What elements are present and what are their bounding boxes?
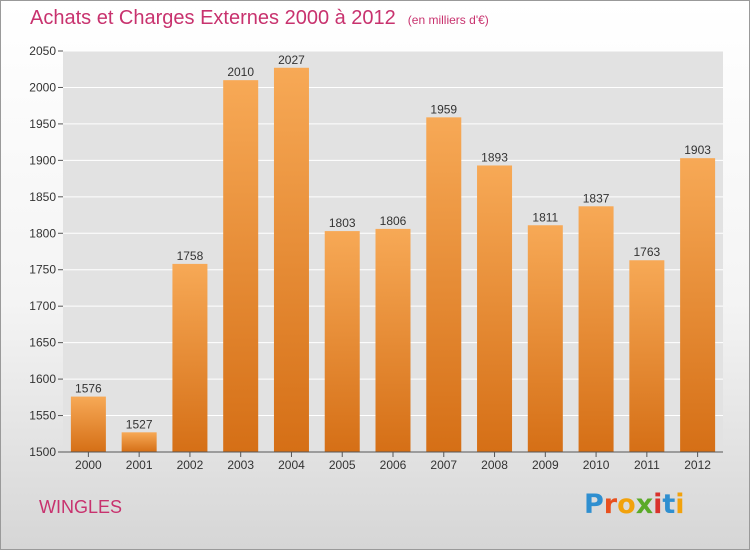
logo-letter: r bbox=[603, 489, 618, 520]
x-tick-label: 2007 bbox=[430, 458, 457, 472]
data-label: 1837 bbox=[583, 191, 610, 205]
y-axis-ticks: 1500 1550 1600 1650 1700 1750 1800 1850 1900 1950… bbox=[29, 44, 63, 459]
x-tick-label: 2009 bbox=[532, 458, 559, 472]
proxiti-logo: Proxiti bbox=[584, 489, 685, 520]
logo-letter: t bbox=[662, 489, 676, 520]
data-label: 2027 bbox=[278, 53, 305, 67]
bar bbox=[680, 158, 716, 452]
bar bbox=[172, 263, 208, 452]
bar bbox=[527, 225, 563, 452]
data-label: 1576 bbox=[75, 382, 102, 396]
x-tick-label: 2005 bbox=[329, 458, 356, 472]
data-label: 1903 bbox=[684, 143, 711, 157]
y-tick-label: 1700 bbox=[29, 299, 56, 313]
logo-letter: P bbox=[584, 489, 604, 520]
y-tick-label: 2000 bbox=[29, 80, 56, 94]
logo-letter: i bbox=[653, 489, 663, 520]
data-label: 1959 bbox=[430, 102, 457, 116]
bar bbox=[273, 67, 309, 452]
y-tick-label: 1800 bbox=[29, 226, 56, 240]
bars bbox=[70, 67, 716, 452]
y-tick-label: 2050 bbox=[29, 44, 56, 58]
chart-title-text: Achats et Charges Externes 2000 à 2012 bbox=[30, 7, 396, 29]
y-tick-label: 1850 bbox=[29, 190, 56, 204]
x-tick-label: 2010 bbox=[583, 458, 610, 472]
bar bbox=[70, 396, 106, 452]
logo-letter: x bbox=[635, 489, 654, 520]
data-label: 1758 bbox=[177, 249, 204, 263]
data-label: 1803 bbox=[329, 216, 356, 230]
y-tick-label: 1500 bbox=[29, 445, 56, 459]
y-tick-label: 1600 bbox=[29, 372, 56, 386]
bar bbox=[375, 228, 411, 452]
data-label: 1763 bbox=[633, 245, 660, 259]
bar bbox=[426, 117, 462, 452]
chart-title: Achats et Charges Externes 2000 à 2012 (e… bbox=[30, 7, 489, 30]
x-tick-label: 2001 bbox=[126, 458, 153, 472]
y-tick-label: 1900 bbox=[29, 153, 56, 167]
x-tick-label: 2000 bbox=[75, 458, 102, 472]
bar bbox=[477, 165, 513, 452]
y-tick-label: 1750 bbox=[29, 263, 56, 277]
data-label: 1811 bbox=[532, 210, 558, 224]
x-tick-label: 2012 bbox=[684, 458, 711, 472]
x-tick-label: 2006 bbox=[380, 458, 407, 472]
bar bbox=[223, 80, 259, 452]
logo-letter: i bbox=[675, 489, 685, 520]
x-tick-label: 2002 bbox=[177, 458, 204, 472]
y-tick-label: 1650 bbox=[29, 336, 56, 350]
data-label: 2010 bbox=[227, 65, 254, 79]
bar bbox=[578, 206, 614, 452]
y-tick-label: 1550 bbox=[29, 409, 56, 423]
bar bbox=[121, 432, 157, 452]
bar bbox=[629, 260, 665, 452]
data-labels: 1576 1527 1758 2010 2027 1803 1806 1959 1893 1811… bbox=[75, 53, 711, 432]
logo-letter: o bbox=[617, 489, 636, 520]
x-tick-label: 2003 bbox=[227, 458, 254, 472]
x-tick-label: 2004 bbox=[278, 458, 305, 472]
commune-name: WINGLES bbox=[39, 497, 123, 517]
x-tick-label: 2008 bbox=[481, 458, 508, 472]
data-label: 1527 bbox=[126, 417, 153, 431]
x-axis-ticks: 2000 2001 2002 2003 2004 2005 2006 2007 2008 2009… bbox=[75, 452, 711, 472]
y-tick-label: 1950 bbox=[29, 117, 56, 131]
data-label: 1806 bbox=[380, 214, 407, 228]
data-label: 1893 bbox=[481, 150, 508, 164]
x-tick-label: 2011 bbox=[634, 458, 660, 472]
bar bbox=[324, 231, 360, 452]
chart-subtitle: (en milliers d'€) bbox=[407, 13, 489, 27]
